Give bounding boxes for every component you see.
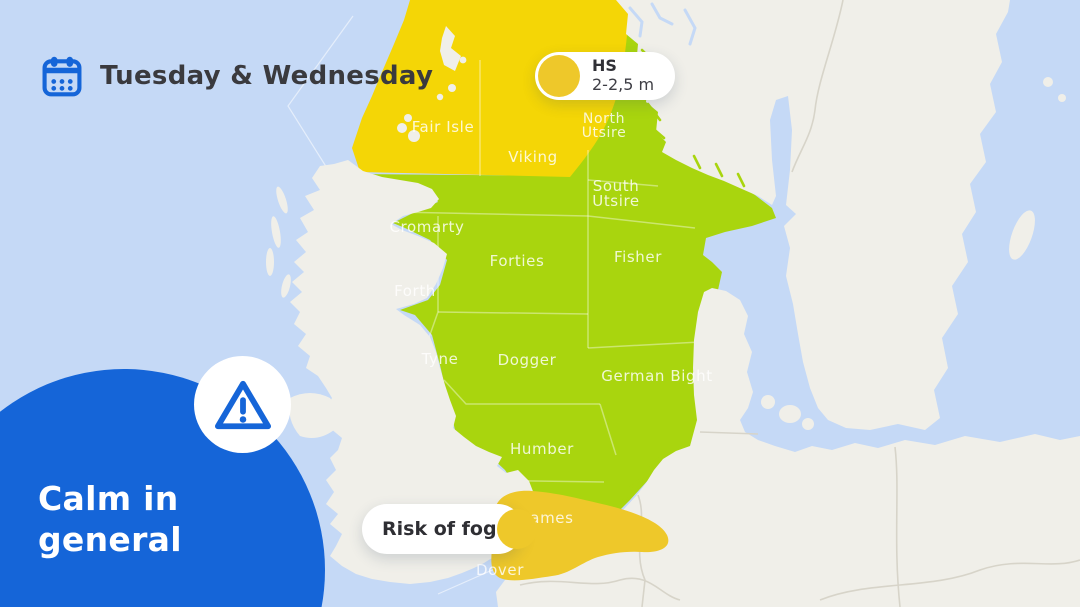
sea-area-label: Forth bbox=[394, 282, 436, 300]
zone-fog-risk bbox=[491, 490, 669, 581]
land-great-britain bbox=[290, 160, 534, 584]
sea-area-label: Utsire bbox=[592, 192, 640, 210]
sea-area-label: South bbox=[593, 177, 640, 195]
sea-area-label: Cromarty bbox=[389, 218, 464, 236]
fog-risk-marker-dot bbox=[496, 509, 537, 549]
sea-area-label: North bbox=[583, 111, 625, 127]
zone-waves-yellow bbox=[352, 0, 630, 177]
wave-height-value: 2-2,5 m bbox=[592, 75, 655, 94]
warning-triangle-icon bbox=[212, 377, 274, 433]
country-borders bbox=[519, 0, 1080, 607]
sea-area-label: Fisher bbox=[614, 248, 662, 266]
callout-line-1: Calm in bbox=[38, 479, 179, 518]
calendar-icon bbox=[40, 54, 84, 98]
sea-area-label: Utsire bbox=[582, 125, 627, 141]
islands bbox=[266, 26, 1066, 438]
date-label: Tuesday & Wednesday bbox=[100, 61, 434, 91]
land-scandinavia bbox=[616, 0, 1010, 430]
sea-area-labels: Fair Isle Viking North Utsire South Utsi… bbox=[389, 111, 712, 579]
sea-area-label: Dogger bbox=[498, 351, 557, 369]
sea-area-label: Tyne bbox=[421, 350, 459, 368]
sea-area-label: German Bight bbox=[601, 367, 712, 385]
wave-height-label: HS bbox=[592, 56, 617, 76]
sea-boundary-line bbox=[287, 15, 354, 193]
callout-text: Calm in general bbox=[38, 478, 182, 561]
warning-badge bbox=[194, 356, 291, 453]
sea-area-label: Humber bbox=[510, 440, 574, 458]
fog-risk-label: Risk of fog bbox=[382, 518, 497, 540]
date-header: Tuesday & Wednesday bbox=[40, 54, 433, 98]
fog-risk-badge: Risk of fog bbox=[362, 504, 537, 554]
sea-area-label: Forties bbox=[490, 252, 545, 270]
wave-height-marker-dot bbox=[538, 55, 580, 97]
sea-area-label: Dover bbox=[476, 561, 524, 579]
sea-area-label: Viking bbox=[508, 148, 558, 166]
wave-height-badge: HS 2-2,5 m bbox=[535, 52, 675, 100]
callout-line-2: general bbox=[38, 520, 182, 560]
sea-area-label: Fair Isle bbox=[412, 118, 475, 136]
